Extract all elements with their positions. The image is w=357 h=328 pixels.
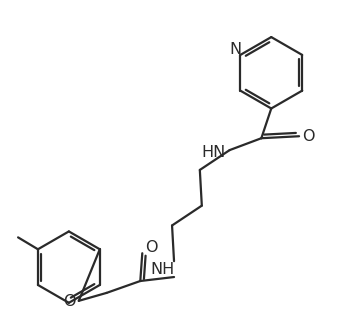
Text: O: O [302,129,314,144]
Text: O: O [64,294,76,309]
Text: O: O [145,240,157,255]
Text: N: N [229,42,241,57]
Text: NH: NH [150,262,174,277]
Text: HN: HN [202,145,226,160]
